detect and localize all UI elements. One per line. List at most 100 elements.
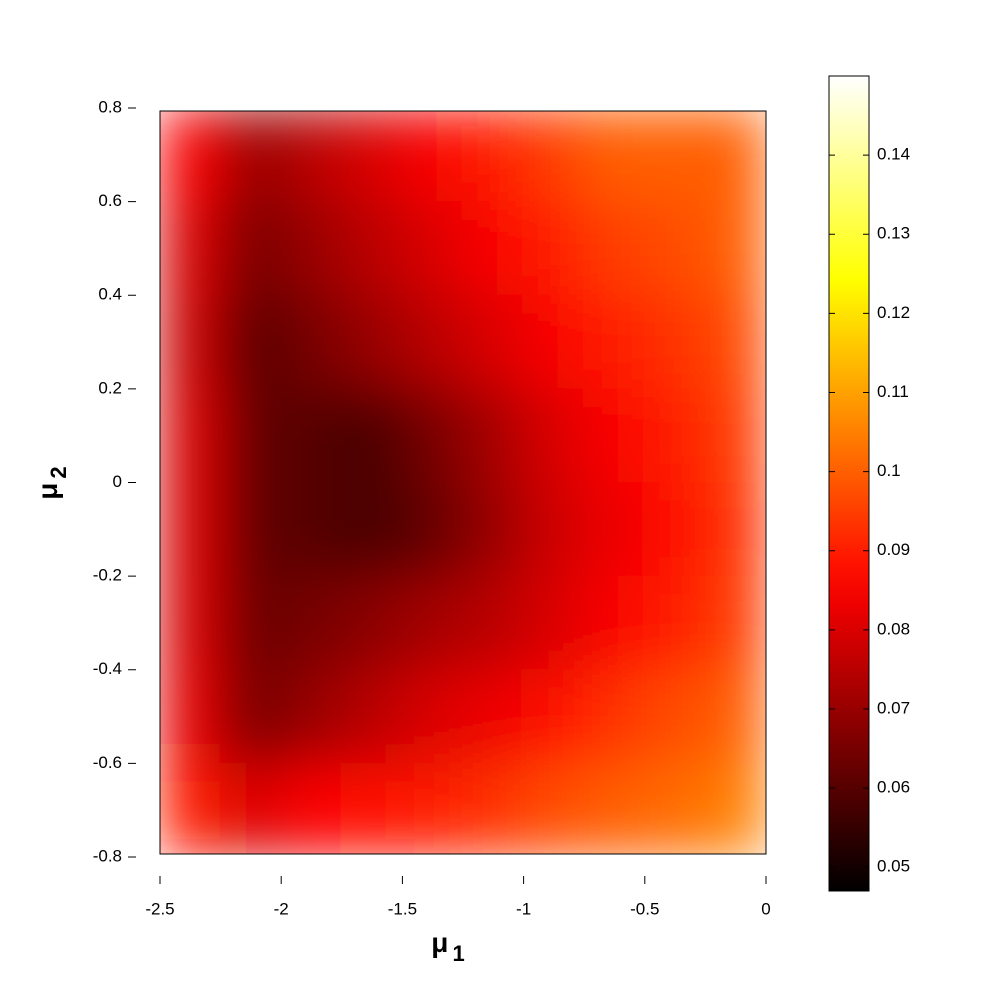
heatmap-cell xyxy=(462,388,525,483)
y-label-symbol: μ xyxy=(32,483,63,500)
heatmap xyxy=(160,111,766,854)
heatmap-cell xyxy=(704,294,766,390)
heatmap-cell xyxy=(704,201,766,296)
heatmap-cell xyxy=(341,575,403,671)
heatmap-cell xyxy=(583,111,646,203)
heatmap-cell xyxy=(644,482,706,577)
heatmap-cell xyxy=(220,575,282,671)
colorbar-tick-label: 0.09 xyxy=(877,540,910,559)
colorbar-tick-label: 0.05 xyxy=(877,857,910,876)
heatmap-cell xyxy=(583,388,646,483)
heatmap-cell xyxy=(220,482,282,577)
heatmap-cell xyxy=(462,482,525,577)
heatmap-cell xyxy=(160,388,222,483)
heatmap-cell xyxy=(644,388,706,483)
heatmap-cell xyxy=(462,294,525,390)
heatmap-cell xyxy=(523,294,585,390)
heatmap-cell xyxy=(341,482,403,577)
heatmap-cell xyxy=(280,111,343,203)
y-tick-label: 0.6 xyxy=(98,191,122,210)
heatmap-cell xyxy=(704,575,766,671)
heatmap-cell xyxy=(523,762,585,854)
y-tick-label: 0.4 xyxy=(98,285,122,304)
colorbar-tick-label: 0.13 xyxy=(877,224,910,243)
heatmap-cell xyxy=(583,762,646,854)
heatmap-cell xyxy=(644,762,706,854)
y-tick-label: -0.6 xyxy=(93,753,122,772)
y-axis-label: μ2 xyxy=(32,466,70,499)
plot-frame xyxy=(159,110,767,855)
y-tick-label: 0 xyxy=(113,472,122,491)
heatmap-cell xyxy=(462,669,525,764)
heatmap-cell xyxy=(523,388,585,483)
heatmap-cell xyxy=(704,111,766,203)
heatmap-cell xyxy=(523,482,585,577)
heatmap-cell xyxy=(401,111,464,203)
heatmap-cell xyxy=(644,111,706,203)
y-tick-label: 0.2 xyxy=(98,378,122,397)
heatmap-cell xyxy=(220,388,282,483)
heatmap-cell xyxy=(280,575,343,671)
heatmap-cell xyxy=(341,762,403,854)
heatmap-cell xyxy=(280,482,343,577)
heatmap-cell xyxy=(280,294,343,390)
y-tick-label: -0.2 xyxy=(93,566,122,585)
heatmap-cells xyxy=(160,111,766,854)
y-tick-label: -0.8 xyxy=(93,846,122,865)
y-tick-label: 0.8 xyxy=(98,97,122,116)
y-tick-label: -0.4 xyxy=(93,659,122,678)
colorbar-tick-label: 0.14 xyxy=(877,145,910,164)
heatmap-cell xyxy=(220,201,282,296)
heatmap-cell xyxy=(704,669,766,764)
heatmap-cell xyxy=(583,575,646,671)
heatmap-cell xyxy=(341,669,403,764)
heatmap-cell xyxy=(160,669,222,764)
heatmap-cell xyxy=(704,482,766,577)
heatmap-cell xyxy=(401,669,464,764)
x-label-subscript: 1 xyxy=(452,941,464,966)
heatmap-cell xyxy=(583,482,646,577)
x-tick-label: -0.5 xyxy=(630,899,659,918)
heatmap-cell xyxy=(280,388,343,483)
colorbar-tick-label: 0.08 xyxy=(877,619,910,638)
heatmap-cell xyxy=(160,201,222,296)
heatmap-cell xyxy=(523,669,585,764)
colorbar-tick-label: 0.1 xyxy=(877,461,901,480)
x-tick-label: -1 xyxy=(516,899,531,918)
heatmap-cell xyxy=(704,762,766,854)
x-tick-label: -1.5 xyxy=(388,899,417,918)
heatmap-cell xyxy=(644,575,706,671)
colorbar-tick-label: 0.06 xyxy=(877,778,910,797)
heatmap-cell xyxy=(583,669,646,764)
heatmap-cell xyxy=(160,575,222,671)
heatmap-cell xyxy=(160,294,222,390)
heatmap-cell xyxy=(644,669,706,764)
heatmap-cell xyxy=(220,294,282,390)
heatmap-cell xyxy=(220,669,282,764)
heatmap-cell xyxy=(160,111,222,203)
heatmap-cell xyxy=(341,201,403,296)
heatmap-cell xyxy=(523,575,585,671)
heatmap-cell xyxy=(341,294,403,390)
heatmap-cell xyxy=(401,201,464,296)
heatmap-cell xyxy=(704,388,766,483)
heatmap-cell xyxy=(401,294,464,390)
colorbar-tick-label: 0.12 xyxy=(877,303,910,322)
heatmap-cell xyxy=(583,294,646,390)
colorbar xyxy=(828,75,870,892)
heatmap-cell xyxy=(462,201,525,296)
y-label-subscript: 2 xyxy=(46,466,71,478)
heatmap-cell xyxy=(462,111,525,203)
heatmap-cell xyxy=(160,762,222,854)
colorbar-tick-label: 0.11 xyxy=(877,382,909,401)
heatmap-cell xyxy=(220,762,282,854)
heatmap-cell xyxy=(341,388,403,483)
x-label-symbol: μ xyxy=(431,927,448,958)
heatmap-cell xyxy=(583,201,646,296)
heatmap-cell xyxy=(644,294,706,390)
heatmap-cell xyxy=(160,482,222,577)
heatmap-cell xyxy=(462,762,525,854)
